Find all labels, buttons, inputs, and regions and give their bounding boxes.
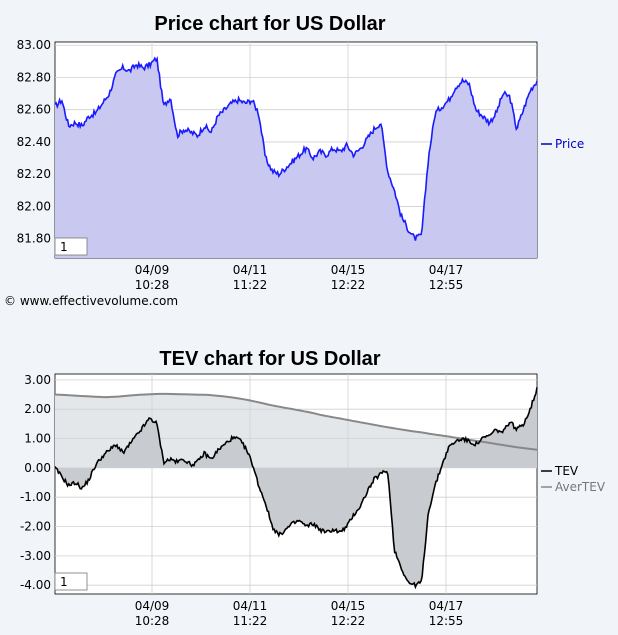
tev-y-axis: 3.00 2.00 1.00 0.00 -1.00 -2.00 -3.00 -4.00 — [20, 373, 51, 592]
price-plot: 83.00 82.80 82.60 82.40 82.20 82.00 81.80 04/0… — [17, 38, 538, 292]
price-chart-title: Price chart for US Dollar — [154, 13, 385, 35]
price-x-tick-time: 10:28 — [135, 278, 170, 292]
tev-corner-label: 1 — [60, 575, 68, 589]
price-x-tick-date: 04/17 — [429, 263, 464, 277]
tev-y-tick-label: -3.00 — [20, 549, 51, 563]
tev-corner-box — [54, 572, 88, 591]
price-x-tick-date: 04/09 — [135, 263, 170, 277]
tev-y-tick-label: 1.00 — [24, 432, 51, 446]
price-legend: Price — [541, 137, 584, 151]
price-y-tick-label: 82.20 — [17, 167, 51, 181]
price-y-tick-label: 83.00 — [17, 38, 51, 52]
price-x-tick-date: 04/11 — [233, 263, 268, 277]
price-corner-box — [54, 237, 88, 256]
price-y-tick-label: 82.00 — [17, 199, 51, 213]
aver-tev-legend-label: AverTEV — [555, 480, 606, 494]
tev-legend: TEV AverTEV — [541, 464, 606, 494]
price-line — [54, 56, 538, 241]
aver-tev-line — [54, 392, 538, 451]
price-corner-label: 1 — [60, 240, 68, 254]
price-area-fill — [55, 58, 537, 259]
tev-x-tick-time: 12:22 — [331, 614, 366, 628]
price-y-tick-label: 82.80 — [17, 70, 51, 84]
price-y-axis: 83.00 82.80 82.60 82.40 82.20 82.00 81.80 — [17, 38, 51, 245]
price-legend-label: Price — [555, 137, 584, 151]
price-x-tick-time: 11:22 — [233, 278, 268, 292]
tev-y-tick-label: 0.00 — [24, 461, 51, 475]
tev-x-tick-time: 10:28 — [135, 614, 170, 628]
price-y-tick-label: 82.60 — [17, 103, 51, 117]
tev-area-fill — [55, 387, 537, 587]
tev-y-tick-label: 2.00 — [24, 402, 51, 416]
aver-tev-area-fill — [55, 393, 537, 468]
tev-x-tick-date: 04/17 — [429, 599, 464, 613]
tev-x-tick-date: 04/11 — [233, 599, 268, 613]
price-x-tick-time: 12:22 — [331, 278, 366, 292]
tev-x-tick-date: 04/09 — [135, 599, 170, 613]
tev-chart-title: TEV chart for US Dollar — [159, 348, 380, 370]
tev-y-tick-label: -4.00 — [20, 578, 51, 592]
price-y-tick-label: 82.40 — [17, 135, 51, 149]
tev-line — [54, 387, 538, 590]
tev-plot: 3.00 2.00 1.00 0.00 -1.00 -2.00 -3.00 -4.00 04/… — [20, 373, 538, 628]
tev-x-tick-time: 11:22 — [233, 614, 268, 628]
tev-y-tick-label: -1.00 — [20, 490, 51, 504]
tev-x-tick-time: 12:55 — [429, 614, 464, 628]
tev-y-tick-label: 3.00 — [24, 373, 51, 387]
price-x-tick-date: 04/15 — [331, 263, 366, 277]
tev-legend-label: TEV — [554, 464, 579, 478]
price-x-tick-time: 12:55 — [429, 278, 464, 292]
price-y-tick-label: 81.80 — [17, 232, 51, 246]
copyright-notice: © www.effectivevolume.com — [4, 294, 178, 308]
tev-y-tick-label: -2.00 — [20, 520, 51, 534]
tev-x-tick-date: 04/15 — [331, 599, 366, 613]
